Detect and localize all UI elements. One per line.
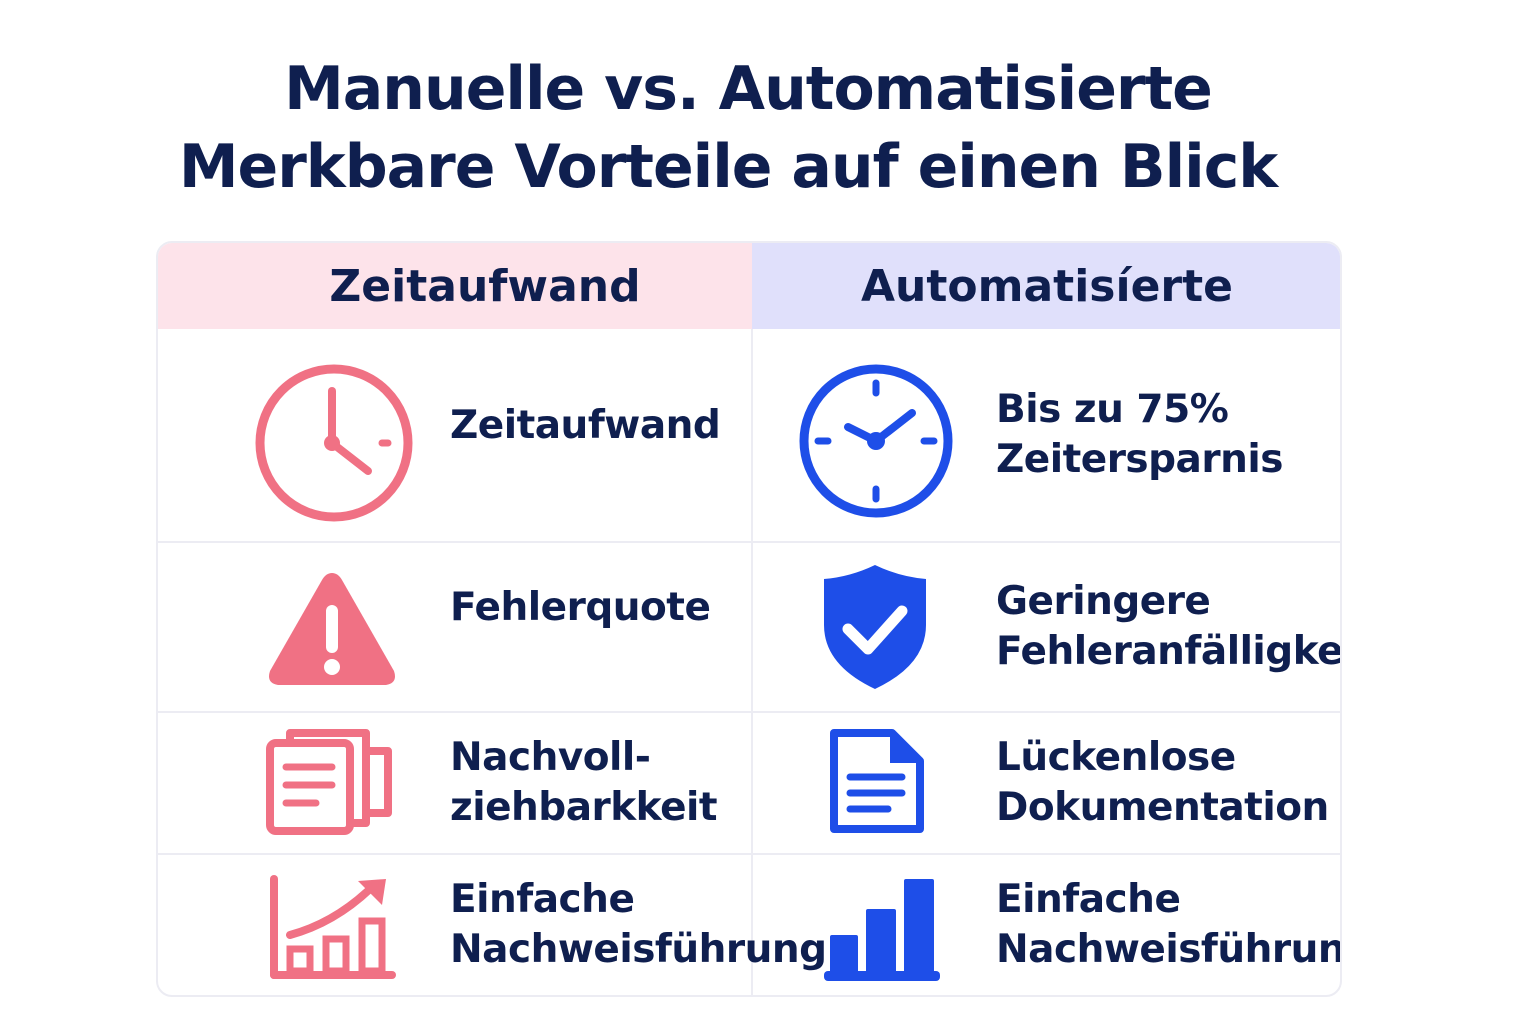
document-icon [830,729,924,833]
documents-icon [266,729,392,835]
label-manual-time: Zeitaufwand [450,403,721,448]
column-header-manual: Zeitaufwand [158,243,752,329]
column-divider [751,329,753,995]
label-automated-proof: Einfache Nachweisführung [996,877,1342,972]
page-title: Manuelle vs. Automatisierte [284,54,1213,124]
column-header-automated: Automatisíerte [752,243,1340,329]
label-manual-traceability: Nachvoll- ziehbarkkeit [450,735,718,830]
label-automated-errors: Geringere Fehleranfälligkeit [996,579,1342,674]
page-subtitle: Merkbare Vorteile auf einen Blick [178,132,1278,202]
row-divider [158,711,1340,713]
label-automated-time: Bis zu 75% Zeitersparnis [996,387,1283,482]
chart-trend-icon [270,875,396,979]
row-divider [158,541,1340,543]
label-manual-proof: Einfache Nachweisführung [450,877,827,972]
comparison-table: Zeitaufwand Automatisíerte Zeitaufwand B… [156,241,1342,997]
shield-check-icon [824,565,926,689]
warning-icon [269,573,395,685]
label-automated-documentation: Lückenlose Dokumentation [996,735,1329,830]
clock-icon [799,364,953,518]
clock-icon [255,364,413,522]
bar-chart-icon [824,879,940,981]
row-divider [158,853,1340,855]
label-manual-errors: Fehlerquote [450,585,711,630]
